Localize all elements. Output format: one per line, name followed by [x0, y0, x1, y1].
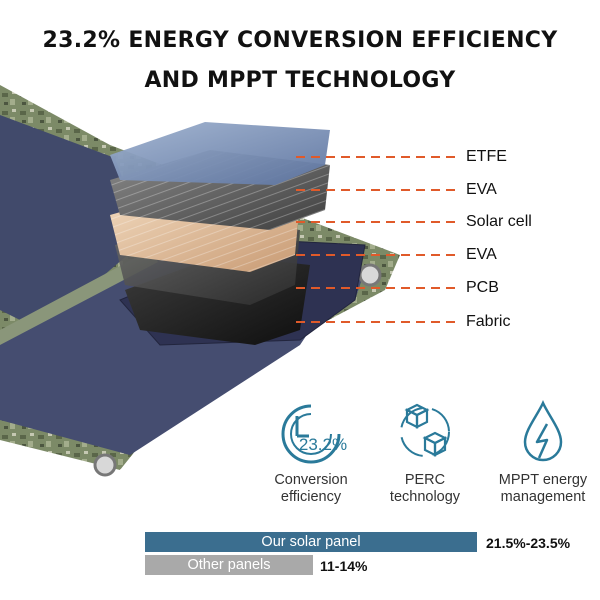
feature-label-conversion: Conversion efficiency	[274, 472, 348, 505]
bar-our-solar-panel: Our solar panel	[145, 532, 477, 552]
layer-label-etfe: ETFE	[466, 148, 507, 165]
feature-label-perc: PERC technology	[389, 472, 461, 505]
feature-mppt-management: MPPT energy management	[478, 400, 600, 506]
layer-stack	[110, 122, 366, 346]
bar-other-panels: Other panels	[145, 555, 313, 575]
layer-label-fabric: Fabric	[466, 313, 511, 330]
perc-cubes-icon	[400, 403, 450, 457]
leader-lines	[296, 156, 455, 323]
layer-label-eva-1: EVA	[466, 181, 497, 198]
bar-value-other-panels: 11-14%	[320, 558, 368, 574]
lightning-drop-icon	[523, 400, 563, 462]
layer-label-eva-2: EVA	[466, 246, 497, 263]
panel-fold-seam	[0, 250, 158, 345]
page-title-line-1: 23.2% ENERGY CONVERSION EFFICIENCY	[42, 28, 558, 53]
efficiency-badge: 23.2%	[299, 435, 347, 454]
feature-label-mppt: MPPT energy management	[498, 472, 588, 505]
grommet-left	[93, 453, 117, 477]
bar-value-our-solar-panel: 21.5%-23.5%	[486, 535, 571, 551]
layer-etfe	[110, 122, 330, 185]
feature-perc-technology: PERC technology	[360, 400, 490, 506]
layer-label-pcb: PCB	[466, 279, 499, 296]
grommet-right	[358, 263, 382, 287]
panel-top-section	[0, 115, 145, 330]
feature-conversion-efficiency: 23.2% Conversion efficiency	[246, 400, 376, 506]
efficiency-gauge-icon: 23.2%	[281, 404, 347, 464]
layer-label-solar-cell: Solar cell	[466, 213, 532, 230]
page-title-line-2: AND MPPT TECHNOLOGY	[144, 68, 456, 93]
